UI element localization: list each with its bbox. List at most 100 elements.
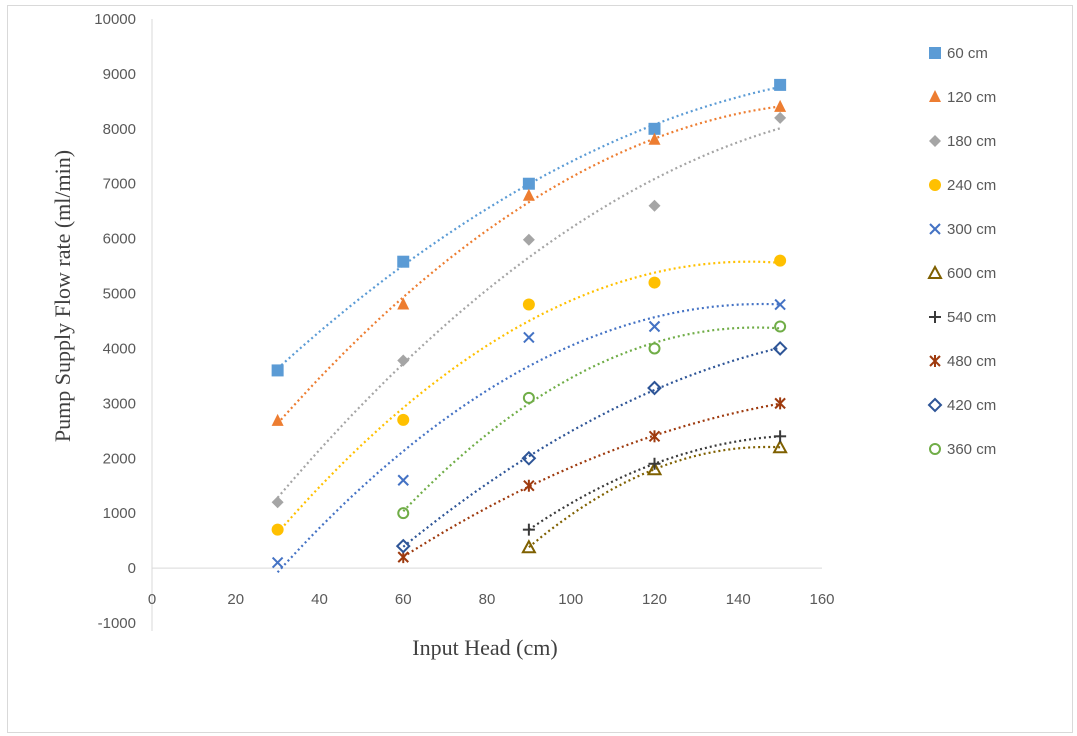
y-tick-label: 4000 — [103, 340, 136, 357]
marker-triangle-open — [927, 264, 943, 279]
legend-label: 420 cm — [947, 397, 996, 414]
marker-circle-open — [648, 342, 661, 355]
marker-square — [648, 122, 661, 135]
x-tick-label: 120 — [642, 591, 667, 608]
data-point — [523, 479, 535, 492]
data-point — [929, 355, 941, 367]
data-point — [648, 132, 661, 145]
legend-label: 540 cm — [947, 309, 996, 326]
data-point — [648, 320, 661, 333]
x-axis-title: Input Head (cm) — [412, 635, 557, 660]
data-point — [397, 297, 410, 310]
legend-item: 360 cm — [929, 441, 996, 458]
data-point — [774, 254, 787, 267]
x-tick-label: 0 — [148, 591, 156, 608]
marker-circle-open — [774, 320, 787, 333]
marker-diamond-open — [927, 397, 943, 413]
legend-label: 300 cm — [947, 221, 996, 238]
trendline-240-cm — [276, 260, 781, 534]
legend-label: 180 cm — [947, 133, 996, 150]
data-point — [271, 556, 284, 569]
marker-circle — [929, 179, 941, 191]
data-point — [648, 457, 661, 470]
marker-triangle-open — [772, 439, 788, 454]
data-point — [522, 523, 535, 536]
marker-diamond — [522, 233, 535, 246]
y-tick-label: -1000 — [98, 615, 136, 632]
legend-item: 480 cm — [929, 353, 996, 370]
y-tick-label: 9000 — [103, 66, 136, 83]
marker-triangle-open — [646, 461, 663, 476]
data-point — [648, 276, 661, 289]
x-tick-label: 40 — [311, 591, 328, 608]
marker-square — [397, 255, 410, 268]
marker-circle — [271, 523, 284, 536]
data-point — [522, 391, 535, 404]
data-point — [522, 188, 535, 201]
legend-item: 300 cm — [929, 221, 996, 238]
data-point — [648, 430, 661, 443]
marker-triangle — [397, 297, 410, 310]
data-point — [523, 331, 535, 344]
data-point — [774, 78, 787, 91]
x-tick-label: 20 — [227, 591, 244, 608]
marker-x-stroke — [397, 474, 409, 486]
legend-label: 240 cm — [947, 177, 996, 194]
x-tick-label: 80 — [479, 591, 496, 608]
marker-square — [522, 177, 535, 190]
marker-circle-open — [929, 443, 941, 455]
y-tick-label: 10000 — [94, 11, 136, 28]
marker-circle-open — [397, 507, 410, 520]
data-point — [772, 341, 788, 356]
marker-x-stroke — [523, 331, 535, 344]
data-point — [774, 397, 786, 410]
marker-x-stroke — [929, 223, 941, 235]
x-tick-label: 160 — [809, 591, 834, 608]
marker-x-stroke — [271, 556, 284, 569]
marker-diamond-open — [521, 450, 537, 466]
data-point — [397, 354, 410, 367]
trendline-120-cm — [276, 105, 781, 425]
marker-diamond-open — [772, 341, 788, 356]
data-point — [772, 439, 788, 454]
trendline-600-cm — [528, 445, 781, 549]
data-point — [929, 223, 941, 235]
marker-diamond-open — [395, 538, 411, 554]
y-tick-label: 7000 — [103, 176, 136, 193]
marker-triangle — [929, 90, 941, 102]
legend-item: 120 cm — [929, 89, 996, 106]
data-point — [929, 47, 941, 59]
data-point — [397, 413, 410, 426]
data-point — [522, 298, 535, 311]
data-point — [271, 364, 284, 377]
legend-item: 180 cm — [929, 133, 996, 150]
legend-item: 60 cm — [929, 45, 988, 62]
marker-triangle — [774, 99, 787, 112]
trendlines — [276, 85, 781, 574]
trendline-420-cm — [402, 346, 781, 548]
data-point — [929, 135, 941, 147]
y-tick-label: 3000 — [103, 395, 136, 412]
marker-diamond — [929, 135, 941, 147]
y-axis-title: Pump Supply Flow rate (ml/min) — [50, 150, 75, 442]
x-tick-label: 100 — [558, 591, 583, 608]
data-point — [521, 450, 537, 466]
x-tick-label: 140 — [726, 591, 751, 608]
legend-item: 600 cm — [927, 264, 996, 282]
trendline-480-cm — [402, 402, 781, 558]
data-point — [646, 461, 663, 476]
axes: -100001000200030004000500060007000800090… — [94, 11, 834, 632]
data-point — [271, 523, 284, 536]
data-point — [397, 474, 409, 486]
marker-x-stroke — [774, 298, 786, 311]
marker-circle — [522, 298, 535, 311]
legend-item: 240 cm — [929, 177, 996, 194]
marker-x-stroke — [648, 320, 661, 333]
data-point — [929, 90, 941, 102]
marker-circle — [397, 413, 410, 426]
marker-square — [929, 47, 941, 59]
data-point — [397, 255, 410, 268]
legend-item: 420 cm — [927, 397, 996, 414]
